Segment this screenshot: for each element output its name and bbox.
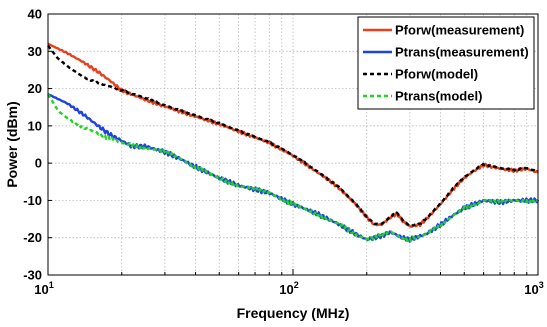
legend-box [357, 16, 535, 110]
x-tick-label: 102 [279, 280, 298, 297]
y-axis-label: Power (dBm) [4, 101, 20, 187]
series-line-2 [47, 44, 539, 227]
legend-label: Pforw(measurement) [395, 23, 524, 38]
x-tick-label: 103 [524, 280, 543, 297]
legend-label: Ptrans(model) [395, 89, 482, 104]
series-lines [46, 42, 540, 243]
x-tick-exponent: 1 [49, 280, 54, 290]
y-tick-label: -10 [23, 193, 42, 208]
x-tick-exponent: 3 [539, 280, 544, 290]
y-tick-label: 40 [28, 7, 42, 22]
legend-label: Ptrans(measurement) [395, 45, 529, 60]
grid-lines [48, 14, 538, 275]
x-tick-base: 10 [524, 282, 538, 297]
x-tick-label: 101 [34, 280, 53, 297]
x-tick-base: 10 [34, 282, 48, 297]
series-line-1 [47, 93, 540, 243]
x-axis-label: Frequency (MHz) [237, 305, 350, 321]
y-tick-label: 10 [28, 118, 42, 133]
y-tick-label: 20 [28, 81, 42, 96]
legend: Pforw(measurement) Ptrans(measurement) Pfo… [357, 16, 535, 110]
y-tick-label: -20 [23, 230, 42, 245]
series-line-3 [46, 93, 539, 243]
x-tick-base: 10 [279, 282, 293, 297]
legend-label: Pforw(model) [395, 67, 478, 82]
y-tick-label: 30 [28, 44, 42, 59]
x-tick-exponent: 2 [294, 280, 299, 290]
y-tick-label: -30 [23, 268, 42, 283]
y-tick-label: 0 [35, 156, 42, 171]
